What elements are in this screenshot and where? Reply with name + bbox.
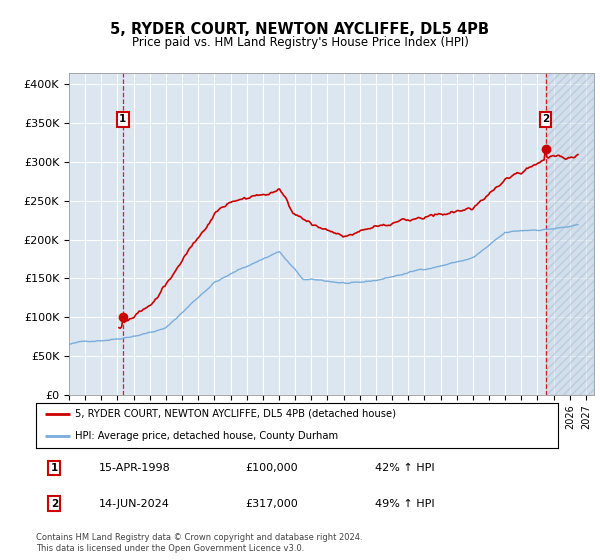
Text: 49% ↑ HPI: 49% ↑ HPI xyxy=(376,499,435,508)
Text: 5, RYDER COURT, NEWTON AYCLIFFE, DL5 4PB: 5, RYDER COURT, NEWTON AYCLIFFE, DL5 4PB xyxy=(110,22,490,38)
Text: 5, RYDER COURT, NEWTON AYCLIFFE, DL5 4PB (detached house): 5, RYDER COURT, NEWTON AYCLIFFE, DL5 4PB… xyxy=(75,409,396,419)
Text: £317,000: £317,000 xyxy=(245,499,298,508)
Text: 14-JUN-2024: 14-JUN-2024 xyxy=(98,499,170,508)
Bar xyxy=(545,73,594,395)
Text: 2: 2 xyxy=(542,114,549,124)
Text: 42% ↑ HPI: 42% ↑ HPI xyxy=(376,463,435,473)
Text: HPI: Average price, detached house, County Durham: HPI: Average price, detached house, Coun… xyxy=(75,431,338,441)
Text: 15-APR-1998: 15-APR-1998 xyxy=(98,463,170,473)
Text: 1: 1 xyxy=(50,463,58,473)
Text: Price paid vs. HM Land Registry's House Price Index (HPI): Price paid vs. HM Land Registry's House … xyxy=(131,36,469,49)
Text: 1: 1 xyxy=(119,114,127,124)
Text: £100,000: £100,000 xyxy=(245,463,298,473)
Text: Contains HM Land Registry data © Crown copyright and database right 2024.
This d: Contains HM Land Registry data © Crown c… xyxy=(36,533,362,553)
Text: 2: 2 xyxy=(50,499,58,508)
